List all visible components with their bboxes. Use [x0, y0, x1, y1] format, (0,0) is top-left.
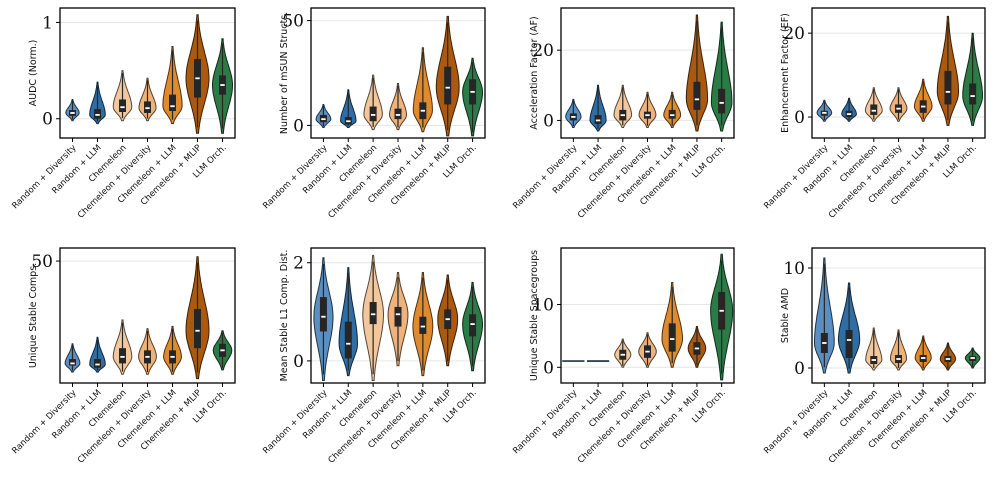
y-axis-label: Enhancement Factor (EF): [780, 13, 791, 133]
ytick-label: 50: [31, 252, 53, 272]
violin-iqr-box: [419, 316, 427, 334]
violin-iqr-box: [944, 70, 952, 105]
y-axis-label: Acceleration Factor (AF): [529, 16, 540, 130]
violin-iqr-box: [119, 348, 126, 364]
violin-iqr-box: [94, 109, 101, 119]
ytick-label: 10: [532, 296, 554, 316]
y-axis-label: Stable AMD: [780, 288, 791, 343]
ytick-label: 10: [783, 259, 805, 279]
violin-iqr-box: [668, 323, 676, 352]
violin-iqr-box: [693, 81, 701, 110]
violin-iqr-box: [394, 306, 402, 327]
violin-iqr-box: [845, 330, 853, 358]
violin-iqr-box: [119, 99, 126, 112]
ytick-label: 20: [532, 41, 554, 61]
y-axis-label: Mean Stable L1 Comp. Dist.: [279, 250, 290, 382]
ytick-label: 20: [783, 24, 805, 44]
ytick-label: 0: [42, 110, 53, 130]
violin-iqr-box: [444, 66, 452, 105]
ytick-label: 0: [543, 358, 554, 378]
ytick-label: 0: [794, 108, 805, 128]
violin-iqr-box: [319, 297, 327, 332]
ytick-label: 0: [794, 359, 805, 379]
ytick-label: 0: [293, 352, 304, 372]
y-axis-label: AUDC (Norm.): [28, 40, 39, 107]
violin-iqr-box: [718, 88, 726, 114]
violin-iqr-box: [94, 359, 101, 368]
violin-iqr-box: [969, 83, 977, 105]
y-axis-label: Unique Stable Spacegroups: [529, 250, 540, 381]
violin-iqr-box: [870, 104, 878, 115]
y-axis-label: Number of mSUN Structs.: [279, 12, 290, 134]
violin-iqr-box: [469, 314, 477, 337]
ytick-label: 2: [293, 254, 304, 274]
ytick-label: 50: [282, 12, 304, 32]
violin-iqr-box: [369, 106, 377, 122]
violin-iqr-box: [169, 94, 176, 112]
violin-iqr-box: [144, 101, 151, 113]
y-axis-label: Unique Stable Comps.: [28, 263, 39, 368]
violin-iqr-box: [194, 308, 201, 349]
violin-iqr-box: [344, 321, 352, 359]
violin-iqr-box: [69, 359, 76, 366]
ytick-label: 0: [543, 111, 554, 131]
violin-iqr-box: [369, 302, 377, 325]
violin-iqr-box: [394, 108, 402, 120]
ytick-label: 0: [293, 116, 304, 136]
ytick-label: 1: [42, 13, 53, 33]
